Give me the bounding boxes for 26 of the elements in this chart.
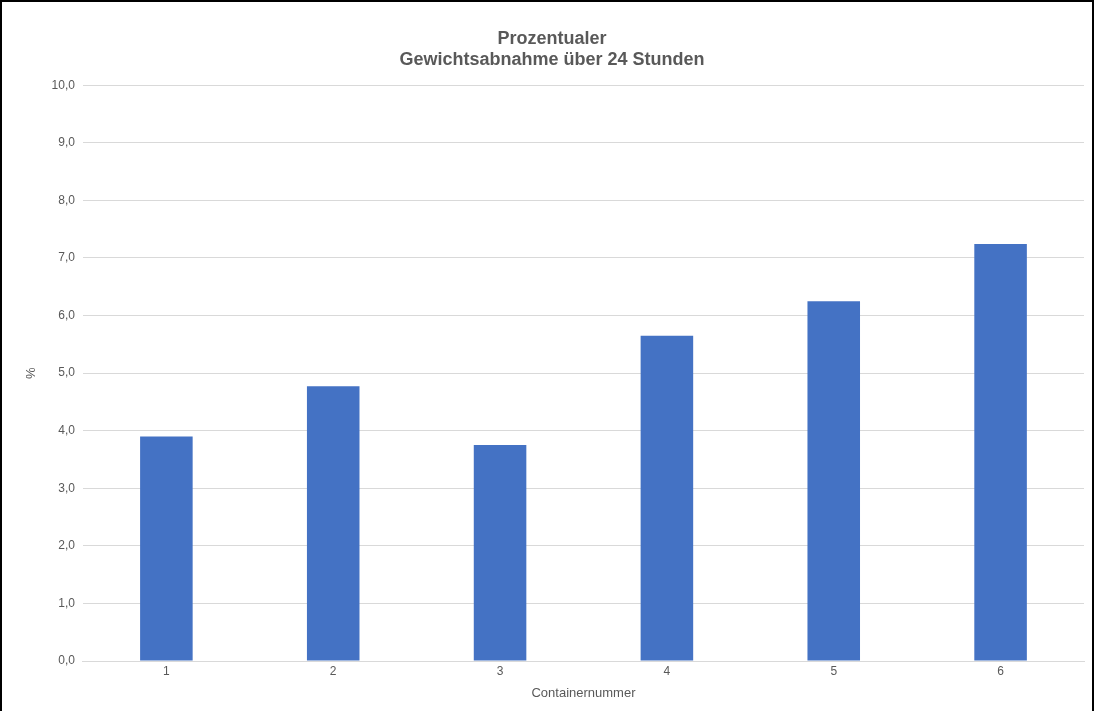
y-tick-label: 3,0 [58,480,76,495]
bar [306,386,360,661]
y-tick-label: 8,0 [58,192,76,207]
y-tick-label: 6,0 [58,307,76,322]
bar [974,244,1027,661]
bar [473,445,527,661]
chart-title: Prozentualer Gewichtsabnahme über 24 Stunden [399,27,705,70]
y-axis-title: % [23,366,39,379]
y-tick-label: 10,0 [51,77,76,92]
x-tick-label: 1 [163,663,171,678]
bar [807,301,861,661]
x-tick-label: 2 [329,663,337,678]
y-tick-label: 4,0 [58,422,76,437]
x-tick-label: 3 [496,663,504,678]
bar [140,436,193,661]
x-axis-title: Containernummer [531,684,637,700]
x-tick-label: 5 [830,663,838,678]
y-tick-label: 0,0 [58,653,76,668]
y-tick-label: 9,0 [58,135,76,150]
x-tick-label: 6 [997,663,1005,678]
x-tick-label: 4 [663,663,671,678]
bar [640,335,694,661]
y-tick-label: 5,0 [58,365,76,380]
y-tick-label: 1,0 [58,595,76,610]
y-tick-label: 7,0 [58,250,76,265]
y-tick-label: 2,0 [58,538,76,553]
